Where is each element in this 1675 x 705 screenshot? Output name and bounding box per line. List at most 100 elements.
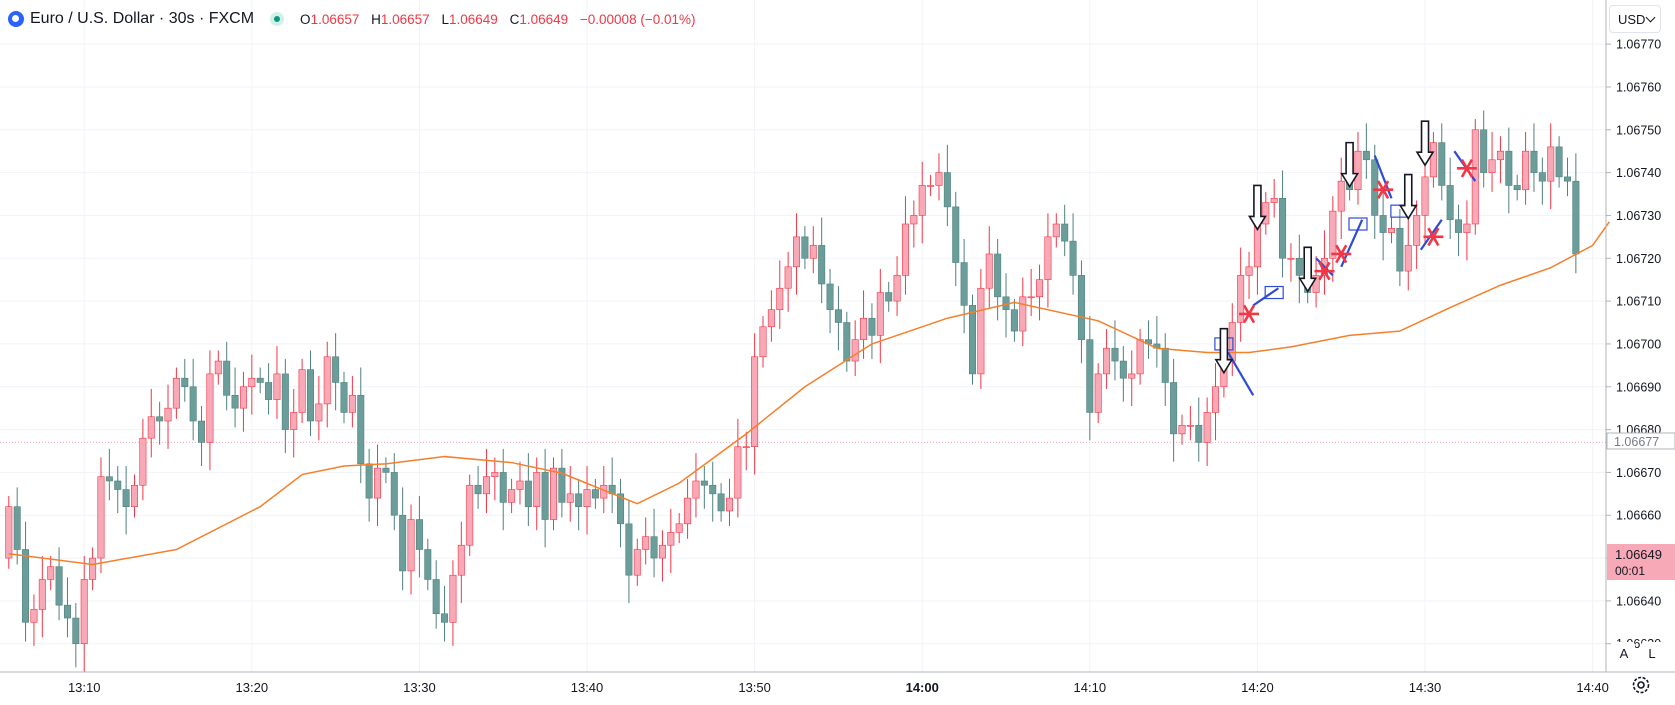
candle-body (1027, 296, 1035, 299)
candle (1320, 230, 1328, 295)
candle-body (776, 287, 784, 310)
candle-body (1572, 180, 1580, 255)
y-tick-label: 1.06750 (1616, 123, 1661, 137)
candle-body (399, 514, 407, 572)
candle-body (323, 356, 331, 405)
candle (1488, 131, 1496, 192)
candle-body (80, 579, 88, 645)
candle (1371, 144, 1379, 239)
prev-close-price: 1.06677 (1614, 435, 1659, 449)
candle (97, 457, 105, 574)
drawing-annotations (1214, 120, 1477, 396)
candle (1119, 346, 1127, 402)
candle-body (474, 484, 482, 495)
star-marker (1331, 244, 1352, 264)
candle-body (960, 262, 968, 306)
candle (1404, 217, 1412, 291)
candle (642, 517, 650, 565)
candle (684, 478, 692, 539)
candle (885, 281, 893, 312)
candle-body (1362, 150, 1370, 161)
candle-body (935, 172, 943, 186)
change-value: −0.00008 (−0.01%) (579, 11, 696, 27)
log-scale-button[interactable]: L (1641, 642, 1663, 664)
candle-body (1421, 176, 1429, 216)
star-stroke (1427, 227, 1440, 247)
candle-body (1295, 257, 1303, 276)
candle (1069, 213, 1077, 295)
up-arrow-marker (1398, 173, 1418, 221)
candle (952, 191, 960, 287)
candle (985, 226, 993, 308)
candle-body (1203, 412, 1211, 443)
candle-body (533, 472, 541, 507)
candle (432, 560, 440, 629)
candle (22, 521, 30, 642)
candle-body (1086, 339, 1094, 413)
candle (1413, 200, 1421, 269)
candle-body (1077, 275, 1085, 340)
candle (1446, 157, 1454, 239)
candle-body (901, 223, 909, 276)
candle (1153, 316, 1161, 368)
candle-body (13, 506, 21, 550)
candle (332, 333, 340, 411)
candle-body (1245, 266, 1253, 276)
currency-button[interactable]: USD (1609, 5, 1661, 33)
candle (1128, 350, 1136, 407)
candle-body (55, 566, 63, 606)
candle-body (105, 476, 113, 482)
candle (1237, 247, 1245, 342)
candle-body (298, 369, 306, 413)
candle-body (499, 472, 507, 503)
candle (231, 367, 239, 428)
candle (1144, 320, 1152, 359)
candle (650, 508, 658, 578)
candle (315, 376, 323, 441)
candle-body (172, 377, 180, 409)
time-axis[interactable]: 13:10 13:20 13:30 13:40 13:50 14:00 14:10 14:20… (68, 680, 1609, 695)
candle (474, 465, 482, 509)
auto-scale-button[interactable]: A (1613, 642, 1635, 664)
candle (1538, 157, 1546, 205)
symbol-header: Euro / U.S. Dollar · 30s · FXCM O1.06657… (8, 8, 703, 30)
candle (156, 401, 164, 445)
candle-body (977, 287, 985, 375)
candle-body (1563, 176, 1571, 182)
candle (399, 487, 407, 591)
gear-icon[interactable] (1628, 672, 1654, 698)
candle (214, 350, 222, 385)
symbol-title[interactable]: Euro / U.S. Dollar · 30s · FXCM (30, 10, 255, 27)
candle-body (5, 506, 13, 559)
candle-body (1547, 146, 1555, 182)
candle (340, 371, 348, 424)
y-tick-label: 1.06720 (1616, 252, 1661, 266)
candle-body (1404, 245, 1412, 272)
candle (122, 465, 130, 535)
candle-body (1371, 159, 1379, 216)
candle-body (181, 377, 189, 388)
y-tick-label: 1.06770 (1616, 38, 1661, 52)
candle-body (357, 395, 365, 465)
candle (1287, 243, 1295, 282)
candle (1245, 251, 1253, 299)
star-stroke (1335, 244, 1348, 264)
candle-body (851, 339, 859, 362)
candle (575, 478, 583, 531)
candle-body (809, 245, 817, 259)
candle-body (457, 544, 465, 576)
candle (558, 448, 566, 518)
candle-body (449, 574, 457, 623)
candle (1019, 277, 1027, 347)
candle-body (256, 377, 264, 383)
candle-body (1178, 425, 1186, 435)
globe-icon[interactable] (8, 11, 24, 27)
candle-body (524, 480, 532, 507)
candle-body (1270, 198, 1278, 203)
candle (365, 448, 373, 522)
candle (1329, 196, 1337, 282)
open-value: 1.06657 (310, 11, 360, 27)
candle-body (793, 236, 801, 268)
candle-body (1530, 150, 1538, 173)
